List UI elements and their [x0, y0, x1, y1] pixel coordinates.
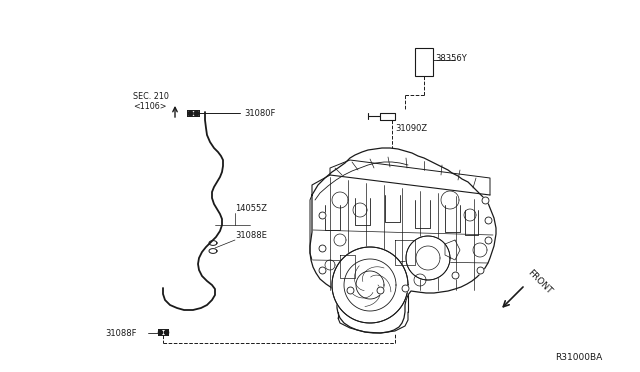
Text: 31090Z: 31090Z: [395, 124, 427, 132]
Text: 38356Y: 38356Y: [435, 54, 467, 62]
Text: 14055Z: 14055Z: [235, 203, 267, 212]
Text: <1106>: <1106>: [133, 102, 166, 110]
Text: 31088E: 31088E: [235, 231, 267, 240]
Bar: [415, 48, 433, 76]
Text: R31000BA: R31000BA: [555, 353, 602, 362]
Polygon shape: [310, 148, 496, 333]
Text: 31080F: 31080F: [244, 109, 275, 118]
Polygon shape: [332, 247, 408, 323]
Text: 31088F: 31088F: [105, 328, 136, 337]
Polygon shape: [406, 236, 450, 280]
Text: FRONT: FRONT: [526, 268, 554, 296]
Text: SEC. 210: SEC. 210: [133, 92, 169, 100]
